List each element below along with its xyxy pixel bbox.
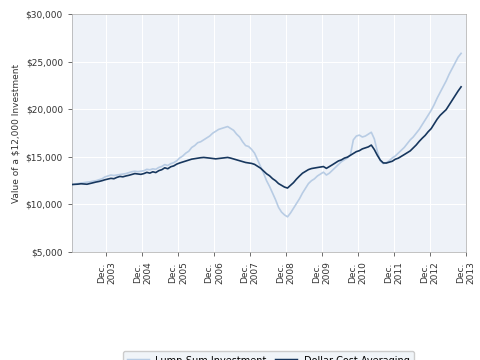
Y-axis label: Value of a $12,000 Investment: Value of a $12,000 Investment xyxy=(11,64,20,203)
Legend: Lump-Sum Investment, Dollar Cost Averaging: Lump-Sum Investment, Dollar Cost Averagi… xyxy=(123,351,414,360)
